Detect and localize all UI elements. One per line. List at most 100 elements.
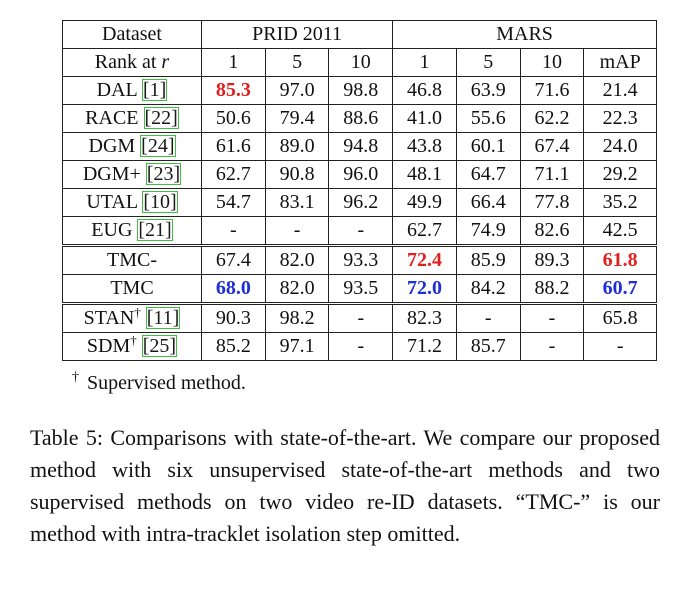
method-name: SDM xyxy=(86,335,131,357)
prid-value-cell: 88.6 xyxy=(328,104,394,133)
prid-value-cell: 79.4 xyxy=(264,104,330,133)
mars-value-cell: 85.9 xyxy=(455,244,521,275)
citation-link[interactable]: [11] xyxy=(145,307,181,329)
citation-link[interactable]: [22] xyxy=(143,107,179,129)
table-row: EUG [21] - - -62.7 74.9 82.6 42.5 xyxy=(62,216,657,246)
prid-value-cell: - xyxy=(328,302,394,333)
mars-value-cell: 24.0 xyxy=(583,132,657,161)
prid-value-cell: 54.7 xyxy=(201,188,266,217)
rank-header-text: Rank at r xyxy=(94,51,170,73)
table-row: UTAL [10] 54.7 83.1 96.2 49.9 66.4 77.8 35.2 xyxy=(62,188,657,217)
prid-value-cell: - xyxy=(328,332,394,361)
mars-value-cell: 60.1 xyxy=(455,132,521,161)
prid-value-cell: - xyxy=(328,216,394,246)
mars-value-cell: 42.5 xyxy=(583,216,657,246)
prid-value-cell: 68.0 xyxy=(201,274,266,304)
method-cell: STAN† [11] xyxy=(62,302,202,333)
mars-value-cell: - xyxy=(519,332,585,361)
mars-value-cell: 89.3 xyxy=(519,244,585,275)
method-cell: DGM+ [23] xyxy=(62,160,202,189)
mars-value-cell: 62.2 xyxy=(519,104,585,133)
footnote: † Supervised method. xyxy=(72,371,246,395)
method-cell: DAL [1] xyxy=(62,76,202,105)
mars-value-cell: 29.2 xyxy=(583,160,657,189)
table-row: RACE [22] 50.6 79.4 88.6 41.0 55.6 62.2 22.3 xyxy=(62,104,657,133)
rank-variable: r xyxy=(161,51,170,73)
mars-value-cell: 46.8 xyxy=(392,76,457,105)
method-cell: DGM [24] xyxy=(62,132,202,161)
prid-rank-1: 1 xyxy=(201,48,266,77)
citation-link[interactable]: [24] xyxy=(140,135,176,157)
supervised-dagger: † xyxy=(130,332,137,348)
mars-value-cell: 60.7 xyxy=(583,274,657,304)
prid-value-cell: 82.0 xyxy=(264,274,330,304)
prid-value-cell: 97.1 xyxy=(264,332,330,361)
prid-value-cell: - xyxy=(264,216,330,246)
mars-value-cell: - xyxy=(519,302,585,333)
method-name: DGM+ xyxy=(82,163,141,185)
mars-value-cell: - xyxy=(583,332,657,361)
footnote-text: Supervised method. xyxy=(87,372,246,394)
prid-value-cell: 90.8 xyxy=(264,160,330,189)
mars-value-cell: 49.9 xyxy=(392,188,457,217)
mars-group-header: MARS xyxy=(392,20,657,49)
citation-link[interactable]: [25] xyxy=(141,335,178,357)
method-cell: EUG [21] xyxy=(62,216,202,246)
mars-value-cell: 66.4 xyxy=(455,188,521,217)
citation-link[interactable]: [21] xyxy=(137,219,173,241)
method-cell: RACE [22] xyxy=(62,104,202,133)
prid-value-cell: 67.4 xyxy=(201,244,266,275)
mars-value-cell: 55.6 xyxy=(455,104,521,133)
prid-value-cell: 98.8 xyxy=(328,76,394,105)
mars-value-cell: 82.6 xyxy=(519,216,585,246)
citation-link[interactable]: [23] xyxy=(145,163,182,185)
prid-value-cell: 62.7 xyxy=(201,160,266,189)
method-name: TMC- xyxy=(107,249,157,271)
prid-group-header: PRID 2011 xyxy=(200,20,394,49)
mars-rank-10: 10 xyxy=(519,48,585,77)
mars-value-cell: 22.3 xyxy=(583,104,657,133)
mars-rank-1: 1 xyxy=(392,48,457,77)
method-cell: UTAL [10] xyxy=(62,188,202,217)
mars-value-cell: 72.0 xyxy=(392,274,457,304)
mars-value-cell: 72.4 xyxy=(392,244,457,275)
dataset-header: Dataset xyxy=(62,20,202,49)
table-row: STAN† [11] 90.3 98.2-82.3- -65.8 xyxy=(62,302,657,333)
method-cell: TMC- xyxy=(62,244,202,275)
mars-value-cell: 64.7 xyxy=(455,160,521,189)
mars-value-cell: 85.7 xyxy=(455,332,521,361)
prid-value-cell: 82.0 xyxy=(264,244,330,275)
table-row: TMC- 67.4 82.0 93.3 72.4 85.9 89.3 61.8 xyxy=(62,244,657,275)
prid-value-cell: 94.8 xyxy=(328,132,394,161)
mars-value-cell: 48.1 xyxy=(392,160,457,189)
method-name: DAL xyxy=(96,79,138,101)
table-container: Dataset PRID 2011 MARS Rank at r 1 5 10 … xyxy=(62,20,657,361)
prid-value-cell: 93.3 xyxy=(328,244,394,275)
citation-link[interactable]: [1] xyxy=(142,79,168,101)
mars-value-cell: 63.9 xyxy=(455,76,521,105)
mars-value-cell: 43.8 xyxy=(392,132,457,161)
prid-value-cell: - xyxy=(201,216,266,246)
prid-value-cell: 96.2 xyxy=(328,188,394,217)
results-table: Dataset PRID 2011 MARS Rank at r 1 5 10 … xyxy=(62,20,657,361)
mars-value-cell: 74.9 xyxy=(455,216,521,246)
prid-value-cell: 85.3 xyxy=(201,76,266,105)
mars-value-cell: 67.4 xyxy=(519,132,585,161)
method-name: UTAL xyxy=(86,191,138,213)
mars-value-cell: 21.4 xyxy=(583,76,657,105)
prid-value-cell: 85.2 xyxy=(201,332,266,361)
mars-value-cell: 65.8 xyxy=(583,302,657,333)
method-name: RACE xyxy=(85,107,139,129)
prid-value-cell: 96.0 xyxy=(328,160,394,189)
method-name: EUG xyxy=(91,219,133,241)
mars-value-cell: 61.8 xyxy=(583,244,657,275)
mars-value-cell: 62.7 xyxy=(392,216,457,246)
mars-value-cell: - xyxy=(455,302,521,333)
citation-link[interactable]: [10] xyxy=(142,191,178,213)
table-row: DGM+ [23] 62.7 90.8 96.0 48.1 64.7 71.1 29.2 xyxy=(62,160,657,189)
method-cell: TMC xyxy=(62,274,202,304)
table-row: DGM [24] 61.6 89.0 94.8 43.8 60.1 67.4 24.0 xyxy=(62,132,657,161)
prid-value-cell: 50.6 xyxy=(201,104,266,133)
rank-header: Rank at r xyxy=(62,48,202,77)
prid-rank-10: 10 xyxy=(328,48,394,77)
